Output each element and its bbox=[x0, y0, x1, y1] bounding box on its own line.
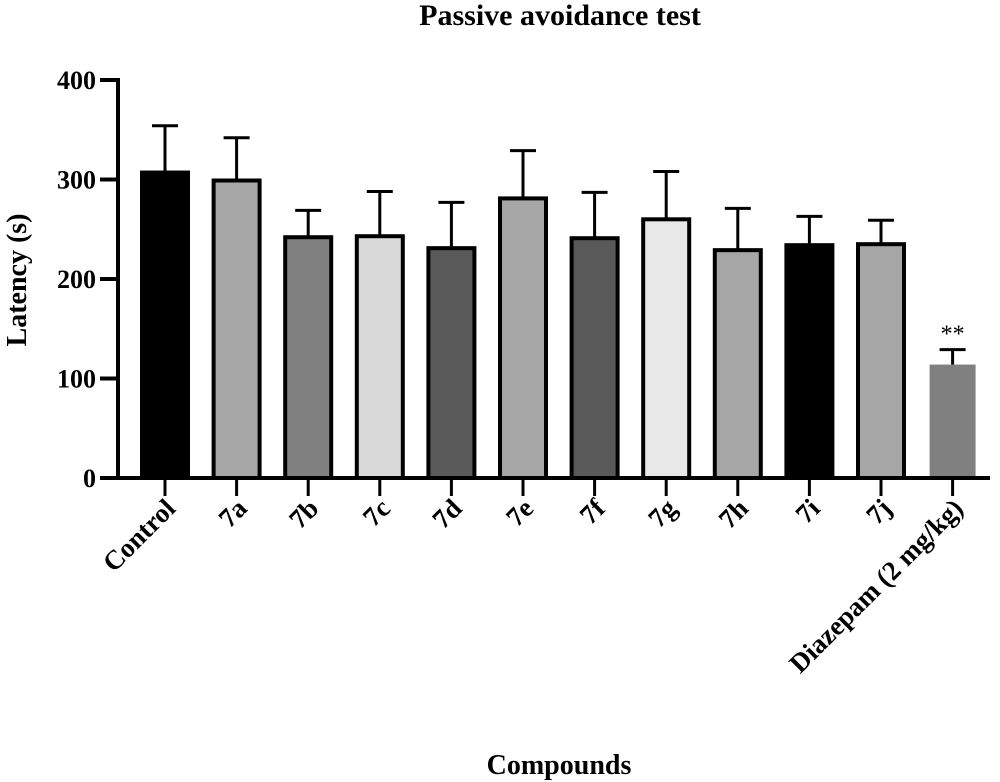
bar bbox=[211, 178, 262, 480]
y-tick-label: 300 bbox=[57, 166, 96, 195]
bar bbox=[283, 235, 334, 480]
x-tick-label: 7h bbox=[713, 493, 754, 534]
bar bbox=[856, 242, 906, 480]
x-tick-label: 7g bbox=[642, 493, 683, 534]
y-tick-label: 100 bbox=[57, 365, 96, 394]
x-axis-label: Compounds bbox=[487, 750, 632, 781]
y-tick-label: 0 bbox=[83, 464, 96, 493]
x-tick-label: 7a bbox=[213, 493, 254, 534]
chart-title: Passive avoidance test bbox=[419, 0, 701, 32]
bars-group: ** bbox=[140, 124, 976, 481]
x-tick-label: Control bbox=[97, 493, 182, 578]
x-tick-label: 7e bbox=[500, 493, 539, 532]
bar bbox=[929, 364, 976, 478]
bar bbox=[354, 234, 405, 480]
bar bbox=[784, 243, 835, 480]
bar bbox=[712, 248, 763, 480]
bar bbox=[641, 217, 692, 481]
x-tick-label: 7f bbox=[574, 492, 612, 530]
y-axis-label: Latency (s) bbox=[2, 214, 33, 347]
bar bbox=[140, 170, 190, 480]
x-tick-label: 7j bbox=[860, 493, 897, 530]
x-tick-label: 7i bbox=[790, 493, 826, 529]
bar bbox=[426, 246, 477, 480]
y-tick-label: 200 bbox=[57, 265, 96, 294]
significance-annotation: ** bbox=[941, 322, 965, 348]
x-tick-label: 7d bbox=[426, 493, 467, 534]
x-tick-label: 7c bbox=[357, 493, 396, 532]
y-tick-label: 400 bbox=[57, 66, 96, 95]
bar bbox=[498, 196, 548, 480]
x-tick-label: 7b bbox=[283, 493, 324, 534]
bar bbox=[569, 236, 620, 480]
